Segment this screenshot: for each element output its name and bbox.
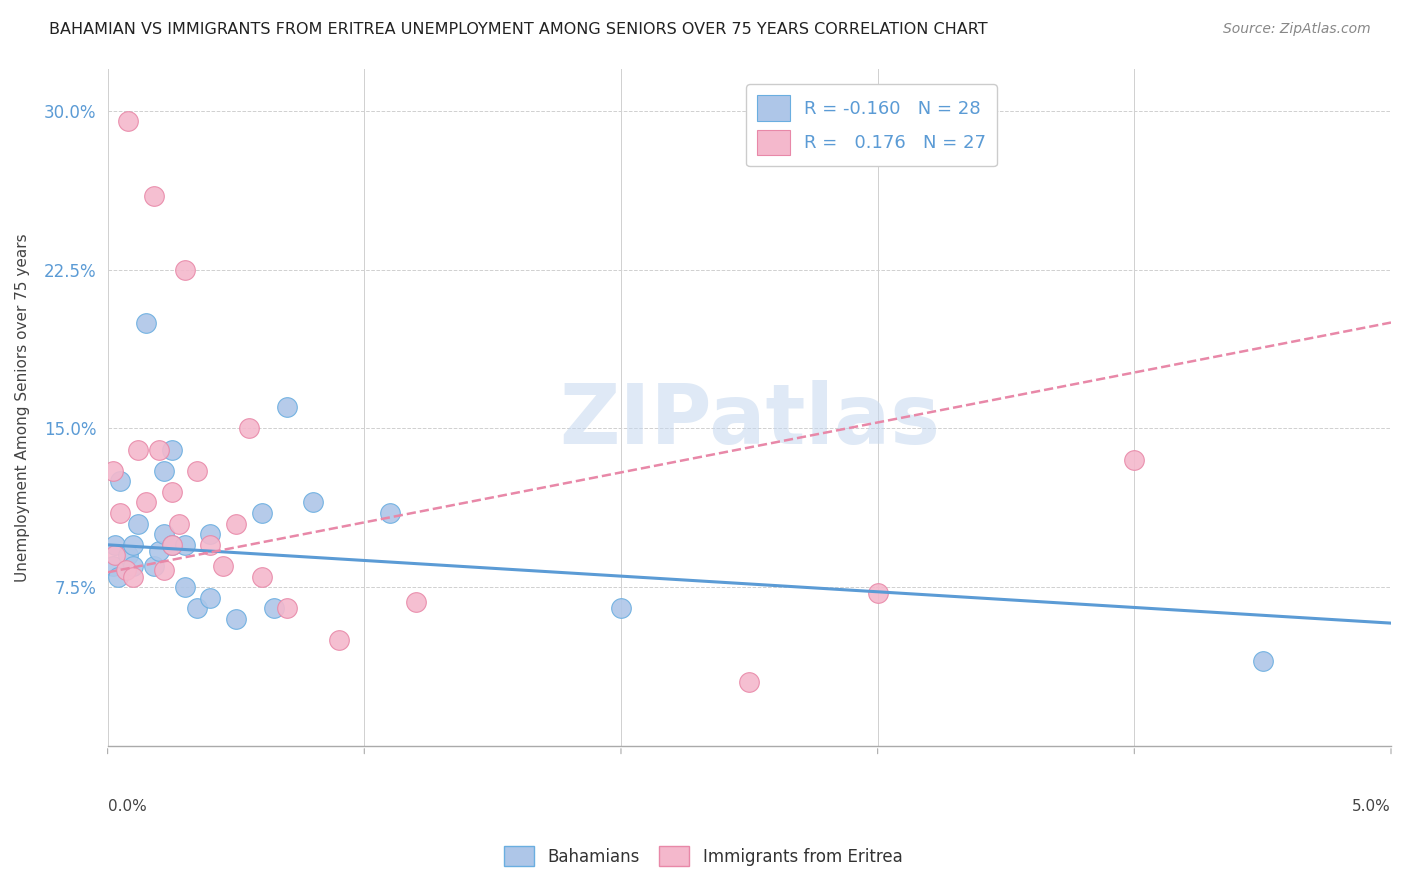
Point bbox=[212, 558, 235, 573]
Point bbox=[114, 563, 136, 577]
Point bbox=[263, 601, 285, 615]
Point bbox=[328, 633, 350, 648]
Point bbox=[117, 114, 139, 128]
Point bbox=[405, 595, 427, 609]
Point bbox=[200, 527, 222, 541]
Point bbox=[1251, 654, 1274, 668]
Point bbox=[250, 569, 273, 583]
Point bbox=[186, 601, 208, 615]
Point bbox=[160, 484, 183, 499]
Point bbox=[110, 506, 132, 520]
Point bbox=[101, 558, 124, 573]
Point bbox=[127, 516, 149, 531]
Point bbox=[122, 569, 145, 583]
Point bbox=[153, 464, 176, 478]
Point bbox=[200, 538, 222, 552]
Point bbox=[142, 558, 165, 573]
Point bbox=[250, 506, 273, 520]
Point bbox=[127, 442, 149, 457]
Point bbox=[738, 675, 761, 690]
Text: 0.0%: 0.0% bbox=[108, 799, 146, 814]
Point bbox=[148, 544, 170, 558]
Point bbox=[153, 563, 176, 577]
Point bbox=[160, 538, 183, 552]
Point bbox=[142, 188, 165, 202]
Point bbox=[276, 401, 298, 415]
Text: BAHAMIAN VS IMMIGRANTS FROM ERITREA UNEMPLOYMENT AMONG SENIORS OVER 75 YEARS COR: BAHAMIAN VS IMMIGRANTS FROM ERITREA UNEM… bbox=[49, 22, 988, 37]
Point bbox=[173, 538, 195, 552]
Point bbox=[173, 580, 195, 594]
Y-axis label: Unemployment Among Seniors over 75 years: Unemployment Among Seniors over 75 years bbox=[15, 233, 30, 582]
Point bbox=[101, 464, 124, 478]
Point bbox=[117, 549, 139, 563]
Point bbox=[104, 549, 127, 563]
Point bbox=[122, 558, 145, 573]
Point bbox=[148, 442, 170, 457]
Point bbox=[135, 495, 157, 509]
Text: 5.0%: 5.0% bbox=[1353, 799, 1391, 814]
Point bbox=[122, 538, 145, 552]
Point bbox=[238, 421, 260, 435]
Text: Source: ZipAtlas.com: Source: ZipAtlas.com bbox=[1223, 22, 1371, 37]
Legend: Bahamians, Immigrants from Eritrea: Bahamians, Immigrants from Eritrea bbox=[496, 839, 910, 873]
Point bbox=[225, 612, 247, 626]
Point bbox=[610, 601, 633, 615]
Point bbox=[302, 495, 325, 509]
Point bbox=[153, 527, 176, 541]
Point bbox=[110, 475, 132, 489]
Point bbox=[173, 262, 195, 277]
Point bbox=[169, 516, 191, 531]
Point bbox=[135, 316, 157, 330]
Point bbox=[104, 538, 127, 552]
Point bbox=[378, 506, 401, 520]
Point bbox=[200, 591, 222, 605]
Point bbox=[186, 464, 208, 478]
Point bbox=[107, 569, 129, 583]
Legend: R = -0.160   N = 28, R =   0.176   N = 27: R = -0.160 N = 28, R = 0.176 N = 27 bbox=[747, 85, 997, 166]
Point bbox=[276, 601, 298, 615]
Point bbox=[160, 442, 183, 457]
Point bbox=[866, 586, 889, 600]
Point bbox=[1123, 453, 1146, 467]
Point bbox=[225, 516, 247, 531]
Point bbox=[160, 538, 183, 552]
Text: ZIPatlas: ZIPatlas bbox=[558, 380, 939, 461]
